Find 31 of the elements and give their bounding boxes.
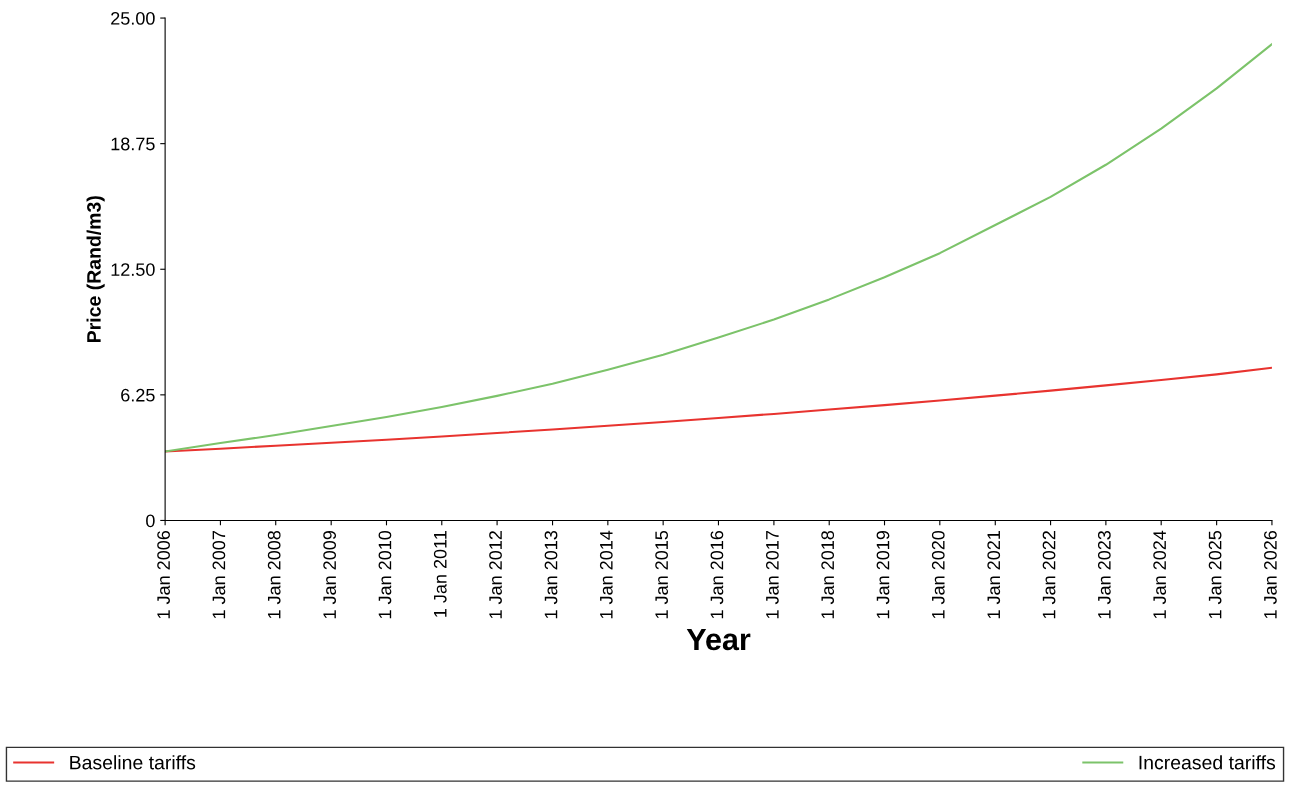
y-tick-label: 6.25 (121, 388, 155, 402)
x-tick-label: 1 Jan 2018 (821, 530, 835, 619)
y-axis-title: Price (Rand/m3) (86, 196, 105, 342)
x-tick-label: 1 Jan 2020 (931, 530, 945, 619)
y-tick-label: 25.00 (111, 11, 155, 25)
x-tick-label: 1 Jan 2019 (876, 531, 890, 619)
x-tick-label: 1 Jan 2010 (378, 530, 392, 619)
x-tick-label: 1 Jan 2009 (323, 531, 337, 619)
x-tick-label: 1 Jan 2007 (212, 531, 226, 619)
x-tick-label: 1 Jan 2022 (1042, 531, 1056, 619)
x-tick-label: 1 Jan 2011 (433, 531, 447, 617)
x-tick-label: 1 Jan 2013 (544, 530, 558, 619)
x-tick-label: 1 Jan 2026 (1264, 530, 1277, 619)
x-tick-label: 1 Jan 2025 (1208, 530, 1222, 619)
line-series (165, 43, 1272, 453)
y-tick-label: 0 (146, 514, 155, 528)
x-axis-title: Year (686, 628, 751, 651)
x-tick-label: 1 Jan 2023 (1097, 530, 1111, 619)
y-tick-label: 18.75 (111, 137, 155, 151)
x-tick-label: 1 Jan 2021 (987, 531, 1001, 619)
y-tick-label: 12.50 (111, 263, 155, 276)
x-tick-label: 1 Jan 2012 (489, 531, 502, 619)
x-tick-label: 1 Jan 2014 (599, 530, 613, 619)
x-tick-label: 1 Jan 2024 (1153, 530, 1167, 619)
x-tick-label: 1 Jan 2006 (157, 530, 170, 619)
x-tick-label: 1 Jan 2015 (655, 530, 668, 619)
x-tick-label: 1 Jan 2016 (710, 530, 724, 619)
x-tick-label: 1 Jan 2017 (765, 531, 779, 619)
legend-label: Baseline tariffs (70, 755, 196, 770)
x-tick-label: 1 Jan 2008 (267, 530, 281, 619)
legend-label: Increased tariffs (1139, 755, 1276, 770)
